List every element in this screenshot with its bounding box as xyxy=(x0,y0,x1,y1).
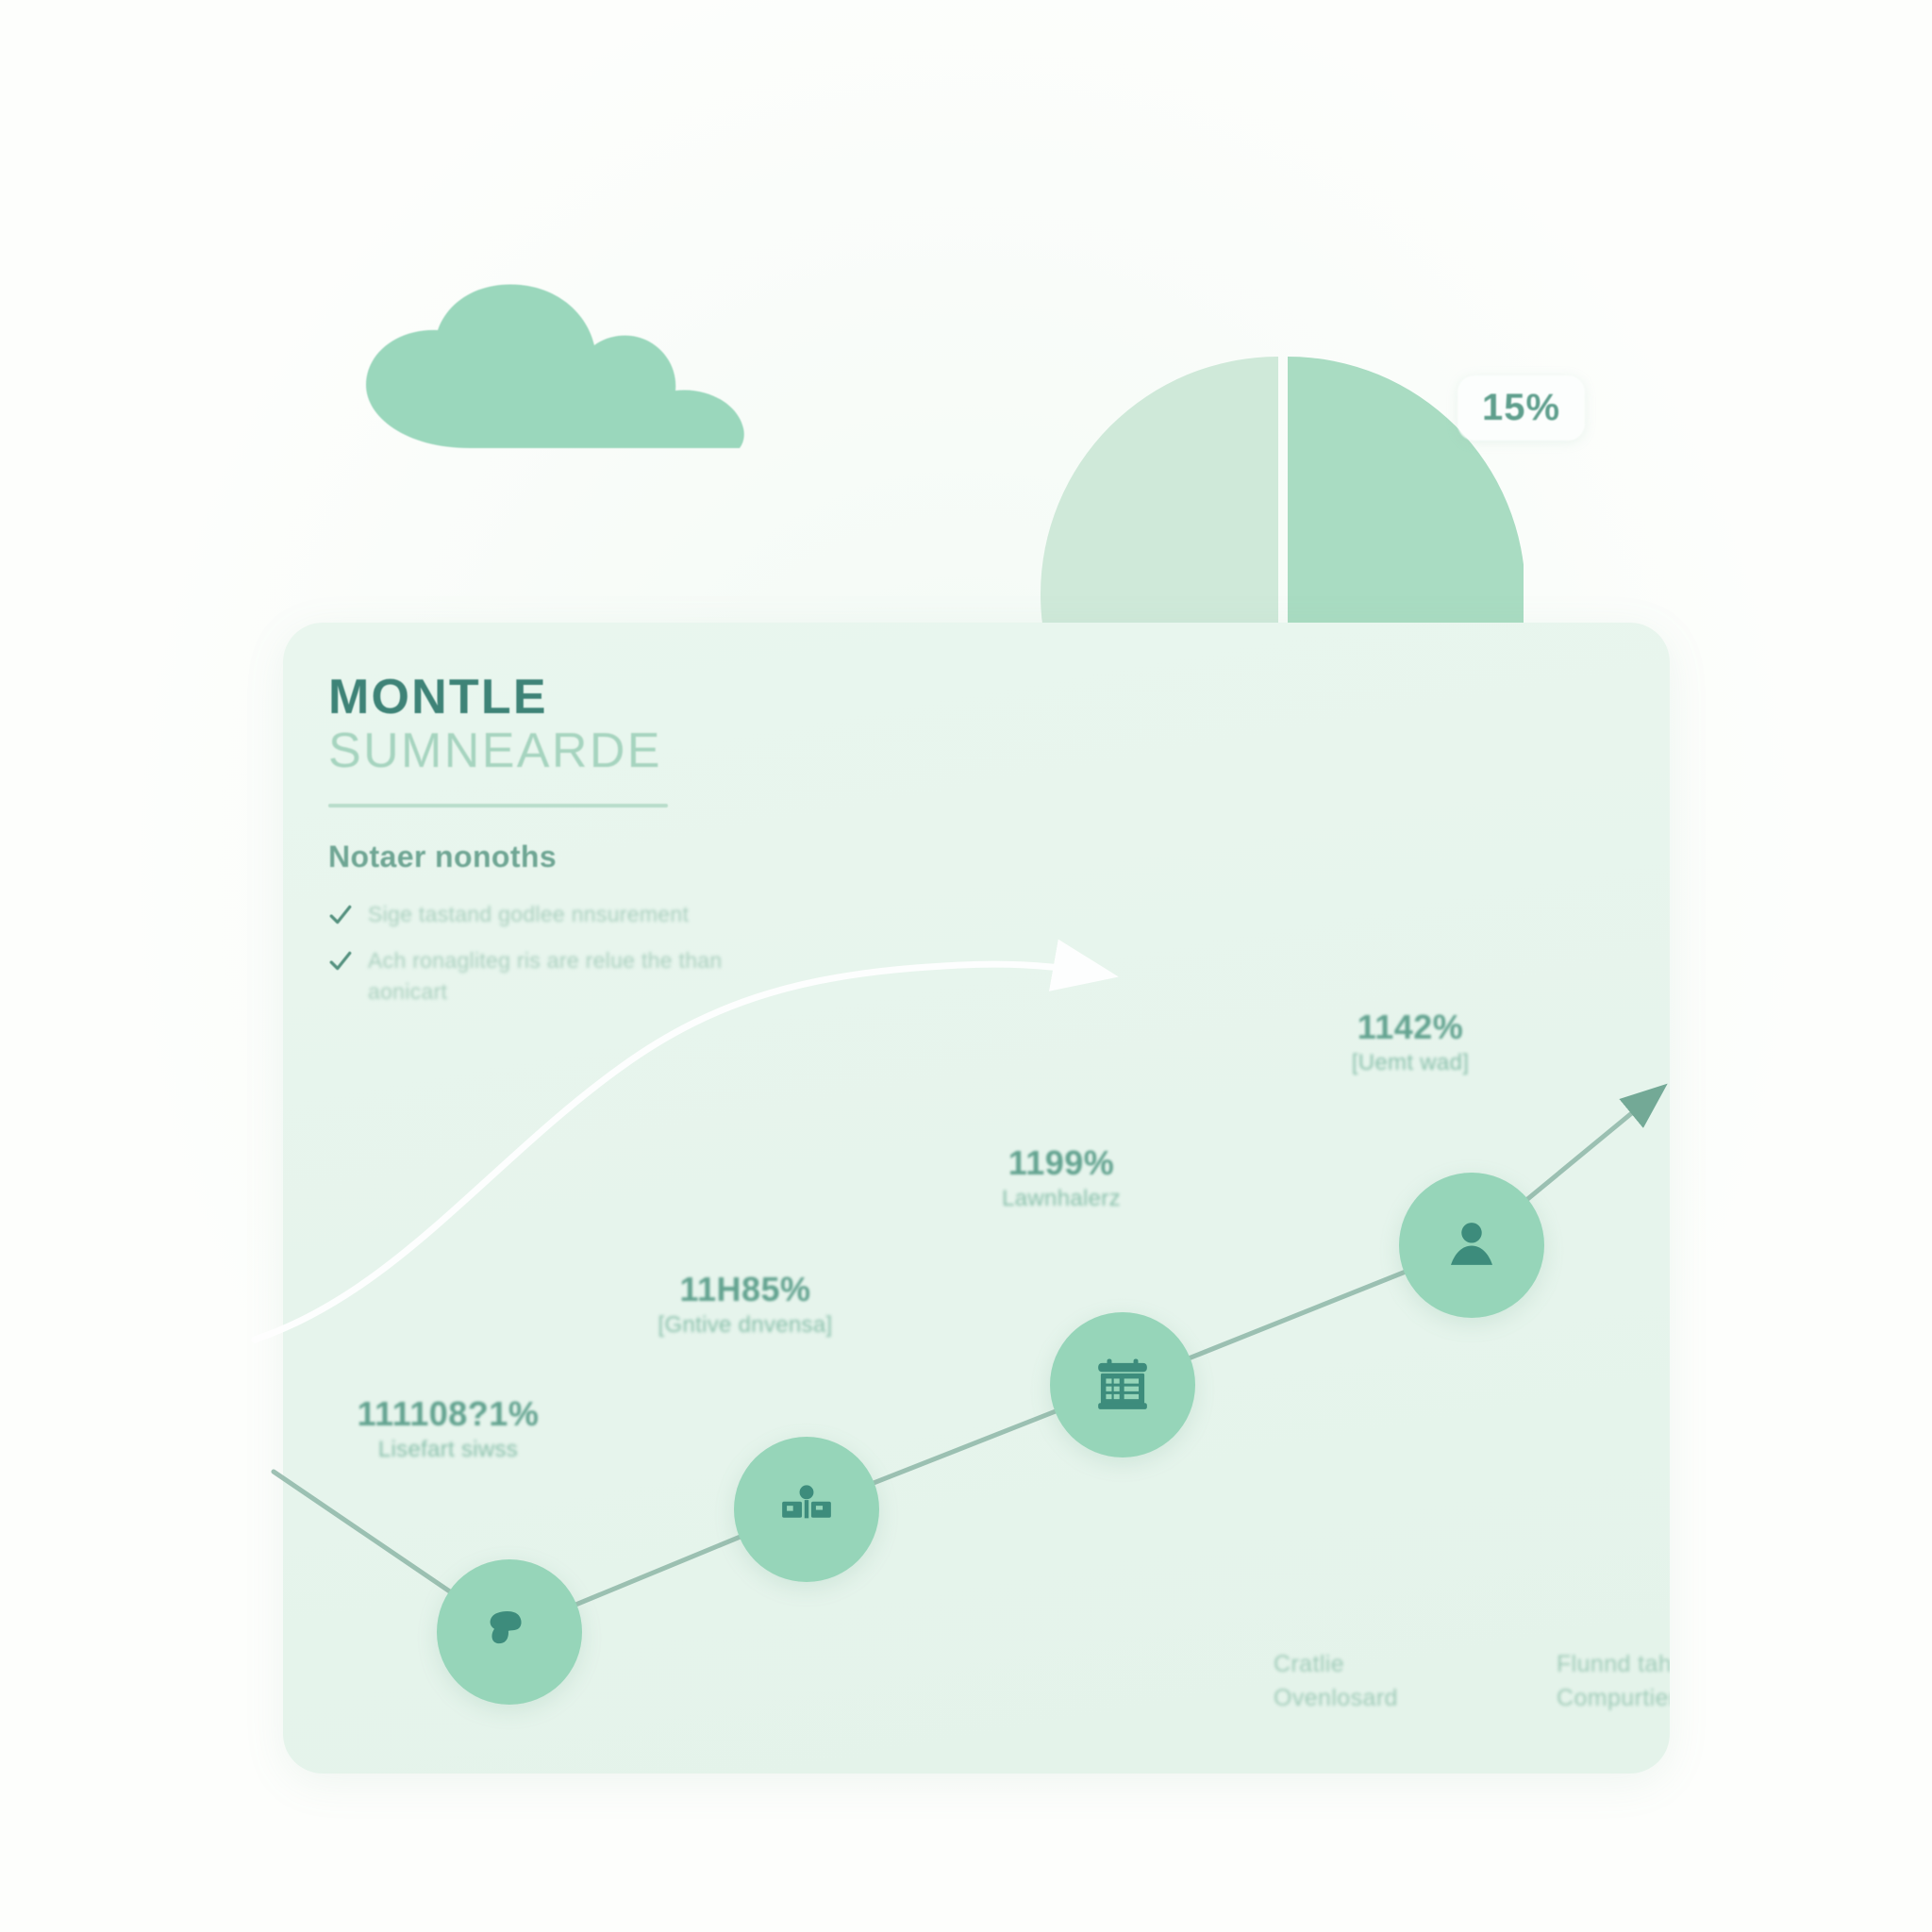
footer-column-1: Cratlie Ovenlosard xyxy=(1274,1647,1453,1716)
page-subtitle: SUMNEARDE xyxy=(328,724,662,779)
headline-block: MONTLE SUMNEARDE Notaer nonoths Sige tas… xyxy=(328,670,913,1007)
pie-badge-15: 15% xyxy=(1457,375,1586,441)
card-footer: Cratlie Ovenlosard Flunnd tahCa Compurti… xyxy=(1274,1647,1670,1716)
check-icon xyxy=(328,949,353,974)
list-item-label: Sige tastand godlee nnsurement xyxy=(368,902,690,927)
footer-line: Ovenlosard xyxy=(1274,1684,1398,1711)
list-item: Ach ronagliteg ris are relue the than ao… xyxy=(328,945,913,1007)
bullet-list: Sige tastand godlee nnsurement Ach ronag… xyxy=(328,899,913,1007)
section-subheading: Notaer nonoths xyxy=(328,840,558,874)
title-divider xyxy=(328,804,668,808)
check-icon xyxy=(328,903,353,927)
page-title: MONTLE xyxy=(328,670,548,724)
summary-card: MONTLE SUMNEARDE Notaer nonoths Sige tas… xyxy=(283,623,1670,1774)
cloud-icon xyxy=(357,283,800,448)
list-item-label: Ach ronagliteg ris are relue the than ao… xyxy=(368,948,723,1004)
footer-line: Flunnd tahCa xyxy=(1557,1650,1670,1677)
footer-line: Compurtiens xyxy=(1557,1684,1670,1711)
footer-line: Cratlie xyxy=(1274,1650,1345,1677)
footer-column-2: Flunnd tahCa Compurtiens xyxy=(1557,1647,1670,1716)
list-item: Sige tastand godlee nnsurement xyxy=(328,899,913,930)
